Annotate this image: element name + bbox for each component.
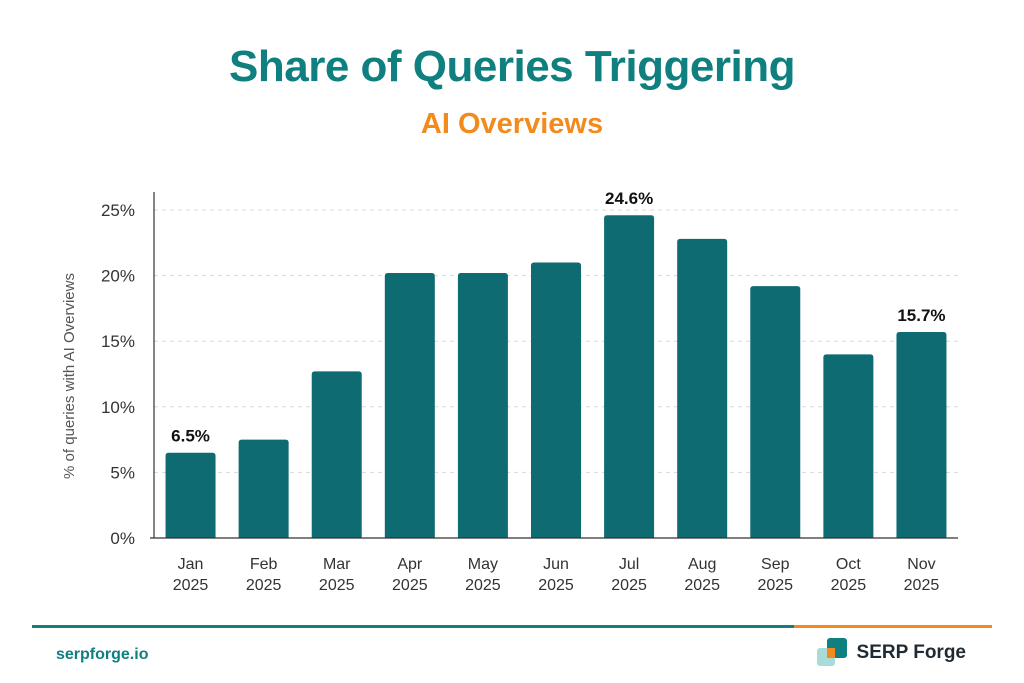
- x-tick-label: Feb: [250, 556, 278, 573]
- x-tick-label: Jun: [543, 556, 569, 573]
- bar: [531, 262, 581, 538]
- y-tick-label: 25%: [101, 201, 135, 220]
- x-tick-label: Mar: [323, 556, 351, 573]
- x-tick-label: Aug: [688, 556, 716, 573]
- bar: [677, 238, 728, 538]
- x-tick-label-year: 2025: [465, 577, 501, 594]
- x-tick-label-year: 2025: [173, 577, 209, 594]
- x-tick-label-year: 2025: [319, 577, 355, 594]
- serp-forge-logo-icon: [816, 638, 849, 668]
- x-tick-label: Apr: [397, 556, 423, 573]
- x-tick-label-year: 2025: [831, 577, 867, 594]
- x-tick-label-year: 2025: [684, 577, 720, 594]
- chart-subtitle: AI Overviews: [420, 108, 604, 140]
- x-tick-label: May: [468, 556, 498, 573]
- bar: [311, 371, 362, 538]
- bar: [604, 215, 655, 539]
- bar: [165, 452, 216, 538]
- bar: [750, 286, 801, 538]
- y-tick-label: 5%: [110, 463, 135, 482]
- chart-title: Share of Queries Triggering: [229, 42, 795, 91]
- y-tick-label: 10%: [101, 398, 135, 417]
- x-tick-label-year: 2025: [538, 577, 574, 594]
- data-label: 24.6%: [605, 189, 653, 208]
- bar: [823, 354, 874, 538]
- bar: [384, 272, 435, 538]
- y-tick-label: 15%: [101, 332, 135, 351]
- footer-divider-teal: [32, 625, 794, 628]
- y-tick-label: 20%: [101, 267, 135, 286]
- bar: [457, 272, 508, 538]
- x-tick-label-year: 2025: [904, 577, 940, 594]
- data-label: 6.5%: [171, 427, 210, 446]
- brand-name: SERP Forge: [856, 642, 966, 663]
- x-tick-label-year: 2025: [757, 577, 793, 594]
- bar-chart: % of queries with AI Overviews 0% 5% 10% 15…: [61, 189, 958, 594]
- footer-divider-orange: [794, 625, 992, 628]
- x-tick-label: Jan: [178, 556, 204, 573]
- x-tick-label: Nov: [907, 556, 935, 573]
- x-tick-label: Oct: [836, 556, 861, 573]
- x-tick-label-year: 2025: [246, 577, 282, 594]
- x-tick-label: Sep: [761, 556, 790, 573]
- x-tick-label-year: 2025: [392, 577, 428, 594]
- brand-block: SERP Forge: [816, 638, 966, 668]
- site-url[interactable]: serpforge.io: [56, 646, 149, 663]
- bar: [238, 439, 289, 538]
- bar: [896, 332, 947, 538]
- data-label: 15.7%: [897, 306, 945, 325]
- y-tick-label: 0%: [110, 529, 135, 548]
- y-axis-label: % of queries with AI Overviews: [61, 273, 78, 479]
- x-tick-label: Jul: [619, 556, 639, 573]
- x-tick-label-year: 2025: [611, 577, 647, 594]
